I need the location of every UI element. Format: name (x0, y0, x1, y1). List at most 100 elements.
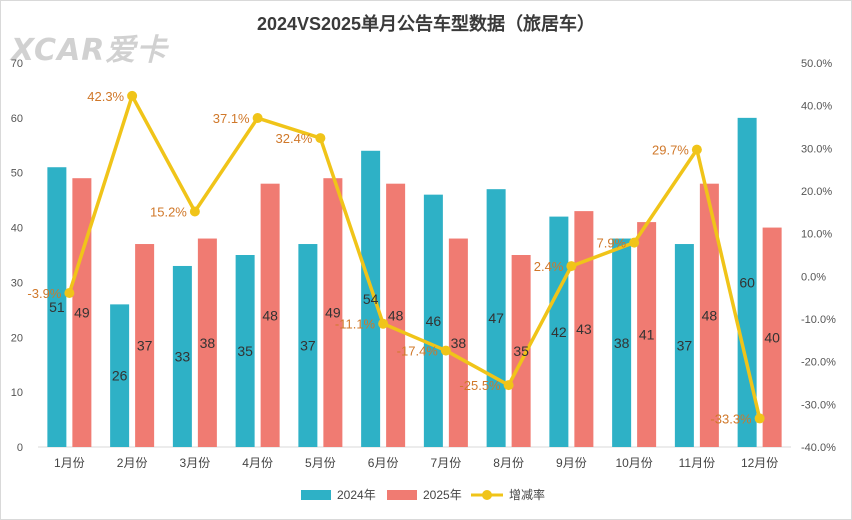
bar-2024-value-label: 26 (112, 368, 128, 384)
bar-2025-value-label: 41 (639, 327, 655, 343)
rate-value-label: -3.9% (27, 286, 61, 301)
bar-2024-value-label: 51 (49, 299, 65, 315)
right-axis-tick-label: -40.0% (801, 442, 836, 454)
left-axis-tick-label: 0 (17, 442, 23, 454)
rate-point (64, 287, 75, 298)
left-axis-tick-label: 30 (11, 277, 23, 289)
bar-2024-value-label: 33 (175, 348, 191, 364)
bar-2025 (323, 178, 343, 447)
right-axis-tick-label: 20.0% (801, 186, 832, 198)
bar-2024-value-label: 54 (363, 291, 379, 307)
rate-value-label: 37.1% (213, 111, 250, 126)
bar-2025 (197, 238, 217, 447)
rate-point (440, 345, 451, 356)
bar-2024 (172, 265, 192, 447)
rate-point (691, 144, 702, 155)
rate-value-label: -33.3% (710, 411, 752, 426)
bar-2024 (235, 255, 255, 447)
legend-swatch-2025 (387, 490, 417, 500)
bar-2025-value-label: 48 (702, 307, 718, 323)
x-axis-category-label: 5月份 (305, 456, 336, 470)
rate-value-label: 42.3% (87, 89, 124, 104)
bar-2025 (135, 244, 155, 447)
left-axis-tick-label: 20 (11, 332, 23, 344)
bar-2025 (699, 183, 719, 447)
left-axis-tick-label: 10 (11, 387, 23, 399)
rate-value-label: 7.9% (596, 236, 626, 251)
legend-label-2024: 2024年 (337, 488, 376, 502)
bar-2024-value-label: 42 (551, 324, 567, 340)
x-axis-category-label: 3月份 (180, 456, 211, 470)
bar-2025 (386, 183, 406, 447)
x-axis-category-label: 12月份 (741, 456, 778, 470)
bar-2024 (298, 244, 318, 447)
rate-point (503, 380, 514, 391)
bar-2024 (110, 304, 130, 447)
bar-2025 (511, 255, 531, 447)
bar-2024-value-label: 35 (237, 343, 253, 359)
x-axis-category-label: 7月份 (431, 456, 462, 470)
bar-2024 (361, 150, 381, 447)
rate-line (67, 94, 762, 419)
bar-2024 (737, 117, 757, 447)
bar-2025-value-label: 48 (262, 307, 278, 323)
rate-value-label: -11.1% (335, 317, 376, 332)
bar-2025-value-label: 38 (200, 335, 216, 351)
chart-title: 2024VS2025单月公告车型数据（旅居车） (257, 13, 595, 34)
left-axis-tick-label: 60 (11, 113, 23, 125)
right-axis-tick-label: -10.0% (801, 314, 836, 326)
bar-2024-value-label: 60 (739, 274, 755, 290)
bar-2025-value-label: 35 (513, 343, 529, 359)
rate-value-label: -17.4% (397, 344, 439, 359)
bar-2024-value-label: 38 (614, 335, 630, 351)
left-axis-tick-label: 40 (11, 223, 23, 235)
right-axis-tick-label: 0.0% (801, 271, 826, 283)
bar-2024 (674, 244, 694, 447)
x-axis-category-label: 11月份 (679, 456, 715, 470)
rate-value-label: 29.7% (652, 143, 689, 158)
xcar-logo-watermark: XCAR爱卡 (11, 33, 168, 68)
right-axis-tick-label: -30.0% (801, 399, 836, 411)
bar-2025-value-label: 49 (74, 305, 90, 321)
bar-2025 (448, 238, 468, 447)
rate-value-label: 15.2% (150, 204, 187, 219)
bar-2025 (637, 222, 657, 447)
bar-2025 (574, 211, 594, 447)
x-axis-category-label: 6月份 (368, 456, 399, 470)
bar-2025-value-label: 38 (451, 335, 467, 351)
bar-2025-value-label: 43 (576, 321, 592, 337)
bar-2024 (612, 238, 632, 447)
rate-value-label: 32.4% (276, 131, 313, 146)
rate-value-label: -25.5% (459, 378, 501, 393)
bar-2024-value-label: 37 (677, 338, 693, 354)
right-axis-tick-label: -20.0% (801, 357, 836, 369)
bar-2024 (423, 194, 443, 447)
bar-2024 (549, 216, 569, 447)
rate-point (566, 261, 577, 272)
legend-label-rate: 增减率 (509, 487, 545, 502)
rate-point (252, 113, 263, 124)
bar-2024-value-label: 46 (426, 313, 442, 329)
right-axis-tick-label: 30.0% (801, 143, 832, 155)
bar-2024 (47, 167, 67, 447)
x-axis-category-label: 4月份 (242, 456, 273, 470)
bar-2025-value-label: 48 (388, 307, 404, 323)
right-axis-tick-label: 10.0% (801, 229, 832, 241)
legend-swatch-2024 (301, 490, 331, 500)
bar-2025 (260, 183, 280, 447)
rate-point (127, 90, 138, 101)
rate-point (754, 413, 765, 424)
legend-swatch-rate-point (482, 490, 492, 500)
rate-value-label: 2.4% (534, 259, 564, 274)
right-axis-tick-label: 50.0% (801, 58, 832, 70)
left-axis-tick-label: 70 (11, 58, 23, 70)
bar-2025-value-label: 40 (764, 329, 780, 345)
right-axis-tick-label: 40.0% (801, 101, 832, 113)
rate-point (189, 206, 200, 217)
x-axis-category-label: 1月份 (54, 456, 85, 470)
bar-2025 (762, 227, 782, 447)
bar-2025 (72, 178, 92, 447)
bar-2024-value-label: 37 (300, 338, 316, 354)
